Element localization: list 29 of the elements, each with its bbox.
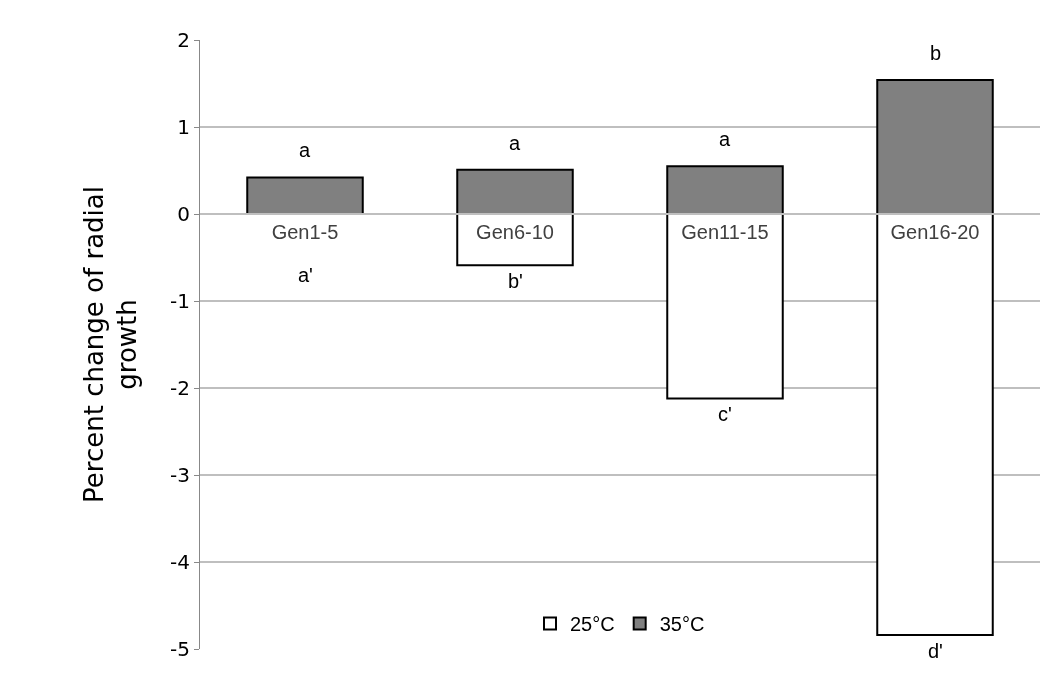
- bar: [876, 213, 994, 637]
- x-tick-label: Gen6-10: [476, 220, 554, 243]
- x-tick-label: Gen11-15: [681, 220, 769, 243]
- y-axis-title: Percent change of radial growth: [78, 186, 143, 503]
- y-tick-label: 0: [177, 202, 190, 226]
- y-tick-label: -2: [170, 376, 190, 400]
- bar: [246, 176, 364, 215]
- data-label: a: [299, 139, 311, 161]
- data-label: b': [508, 270, 523, 292]
- legend-label: 25°C: [570, 613, 615, 636]
- y-tick-label: -4: [170, 550, 190, 574]
- y-tick-label: -3: [170, 463, 190, 487]
- data-label: b: [930, 42, 942, 64]
- y-tick-label: 2: [177, 28, 190, 52]
- data-label: a: [509, 132, 521, 154]
- data-label: a: [719, 128, 731, 150]
- bar: [666, 213, 784, 400]
- x-tick-label: Gen16-20: [890, 220, 980, 243]
- y-tick-label: 1: [177, 115, 190, 139]
- data-label: d': [928, 640, 943, 662]
- x-tick-label: Gen1-5: [271, 220, 339, 243]
- legend-label: 35°C: [659, 613, 705, 636]
- data-label: c': [718, 403, 732, 425]
- y-tick-label: -1: [170, 289, 190, 313]
- bar: [876, 79, 994, 215]
- bar: [456, 168, 574, 215]
- y-tick-label: -5: [170, 637, 190, 661]
- bar: [666, 165, 784, 215]
- text: a': [298, 264, 313, 286]
